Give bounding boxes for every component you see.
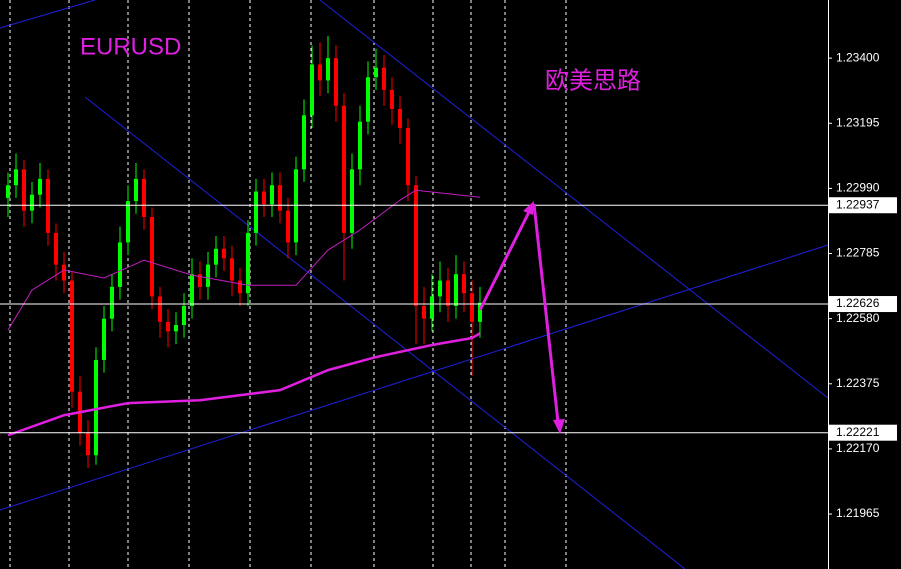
vertical-grid [9,0,567,569]
candle-body [366,77,370,122]
candle-body [198,274,202,287]
candle-body [350,169,354,233]
symbol-title: EURUSD [80,33,181,60]
candle-body [54,232,58,265]
moving-average [7,189,481,331]
candle-body [246,232,250,294]
candle-body [390,89,394,109]
y-tick-label: 1.23195 [836,115,880,129]
candle-body [22,169,26,211]
candle-body [334,58,338,106]
level-label: 1.22937 [836,197,880,211]
candle-body [190,274,194,306]
candle-body [398,108,402,129]
level-label: 1.22626 [836,296,880,310]
trend-line [319,0,829,399]
annotation: 欧美思路 [545,67,641,94]
y-tick-label: 1.22990 [836,181,880,195]
candle-body [134,178,138,202]
candle-body [206,264,210,287]
moving-average [7,332,481,437]
candle-body [358,121,362,170]
candle-body [406,128,410,186]
candle-body [270,185,274,205]
trend-lines [0,0,829,569]
candle-body [94,359,98,456]
y-tick-label: 1.23400 [836,50,880,64]
candle-body [262,191,266,205]
price-axis [828,0,901,569]
candle-body [422,305,426,319]
candle-body [302,115,306,170]
candle-body [430,296,434,319]
arrow-up [478,209,532,311]
candle-body [86,433,90,456]
candle-body [158,296,162,322]
candle-body [174,325,178,332]
candle-body [374,67,378,78]
candle-body [382,67,386,90]
candle-body [166,321,170,332]
plot [0,35,828,468]
trend-line [0,0,96,29]
candle-body [254,191,258,233]
candle-body [478,302,482,322]
candle-body [110,286,114,319]
arrow-head [523,201,534,215]
arrow-head [553,419,565,434]
candle-body [222,248,226,259]
candle-body [6,185,10,198]
y-tick-label: 1.22580 [836,311,880,325]
candle-body [214,248,218,265]
y-tick-label: 1.22170 [836,441,880,455]
candle-body [150,216,154,297]
candle-body [46,178,50,233]
candle-body [438,280,442,297]
y-tick-label: 1.21965 [836,506,880,520]
level-label-box [829,296,897,313]
candle-body [326,58,330,81]
candle-body [446,280,450,306]
candle-body [454,274,458,306]
candle-body [318,64,322,81]
arrows [478,201,565,434]
trend-line [0,244,829,511]
candle-body [342,105,346,233]
level-label-box [829,424,897,441]
level-label-box [829,197,897,214]
y-tick-label: 1.22375 [836,376,880,390]
candle-body [294,169,298,243]
candle-body [470,293,474,322]
candle-body [182,305,186,326]
candle-body [462,274,466,294]
candle-body [230,258,234,281]
candle-body [310,64,314,116]
level-label: 1.22221 [836,425,880,439]
candle-body [70,280,74,392]
candle-body [142,178,146,217]
candle-body [238,280,242,294]
candle-body [14,169,18,186]
candle-body [278,185,282,211]
trend-line [84,96,686,569]
candle-body [286,210,290,243]
candle-body [62,264,66,281]
y-tick-label: 1.22785 [836,246,880,260]
candle-body [126,201,130,243]
candle-body [414,185,418,306]
candle-body [118,242,122,287]
candle-body [30,194,34,211]
candle-body [38,178,42,195]
arrow-down [532,203,560,423]
candle-body [102,318,106,360]
